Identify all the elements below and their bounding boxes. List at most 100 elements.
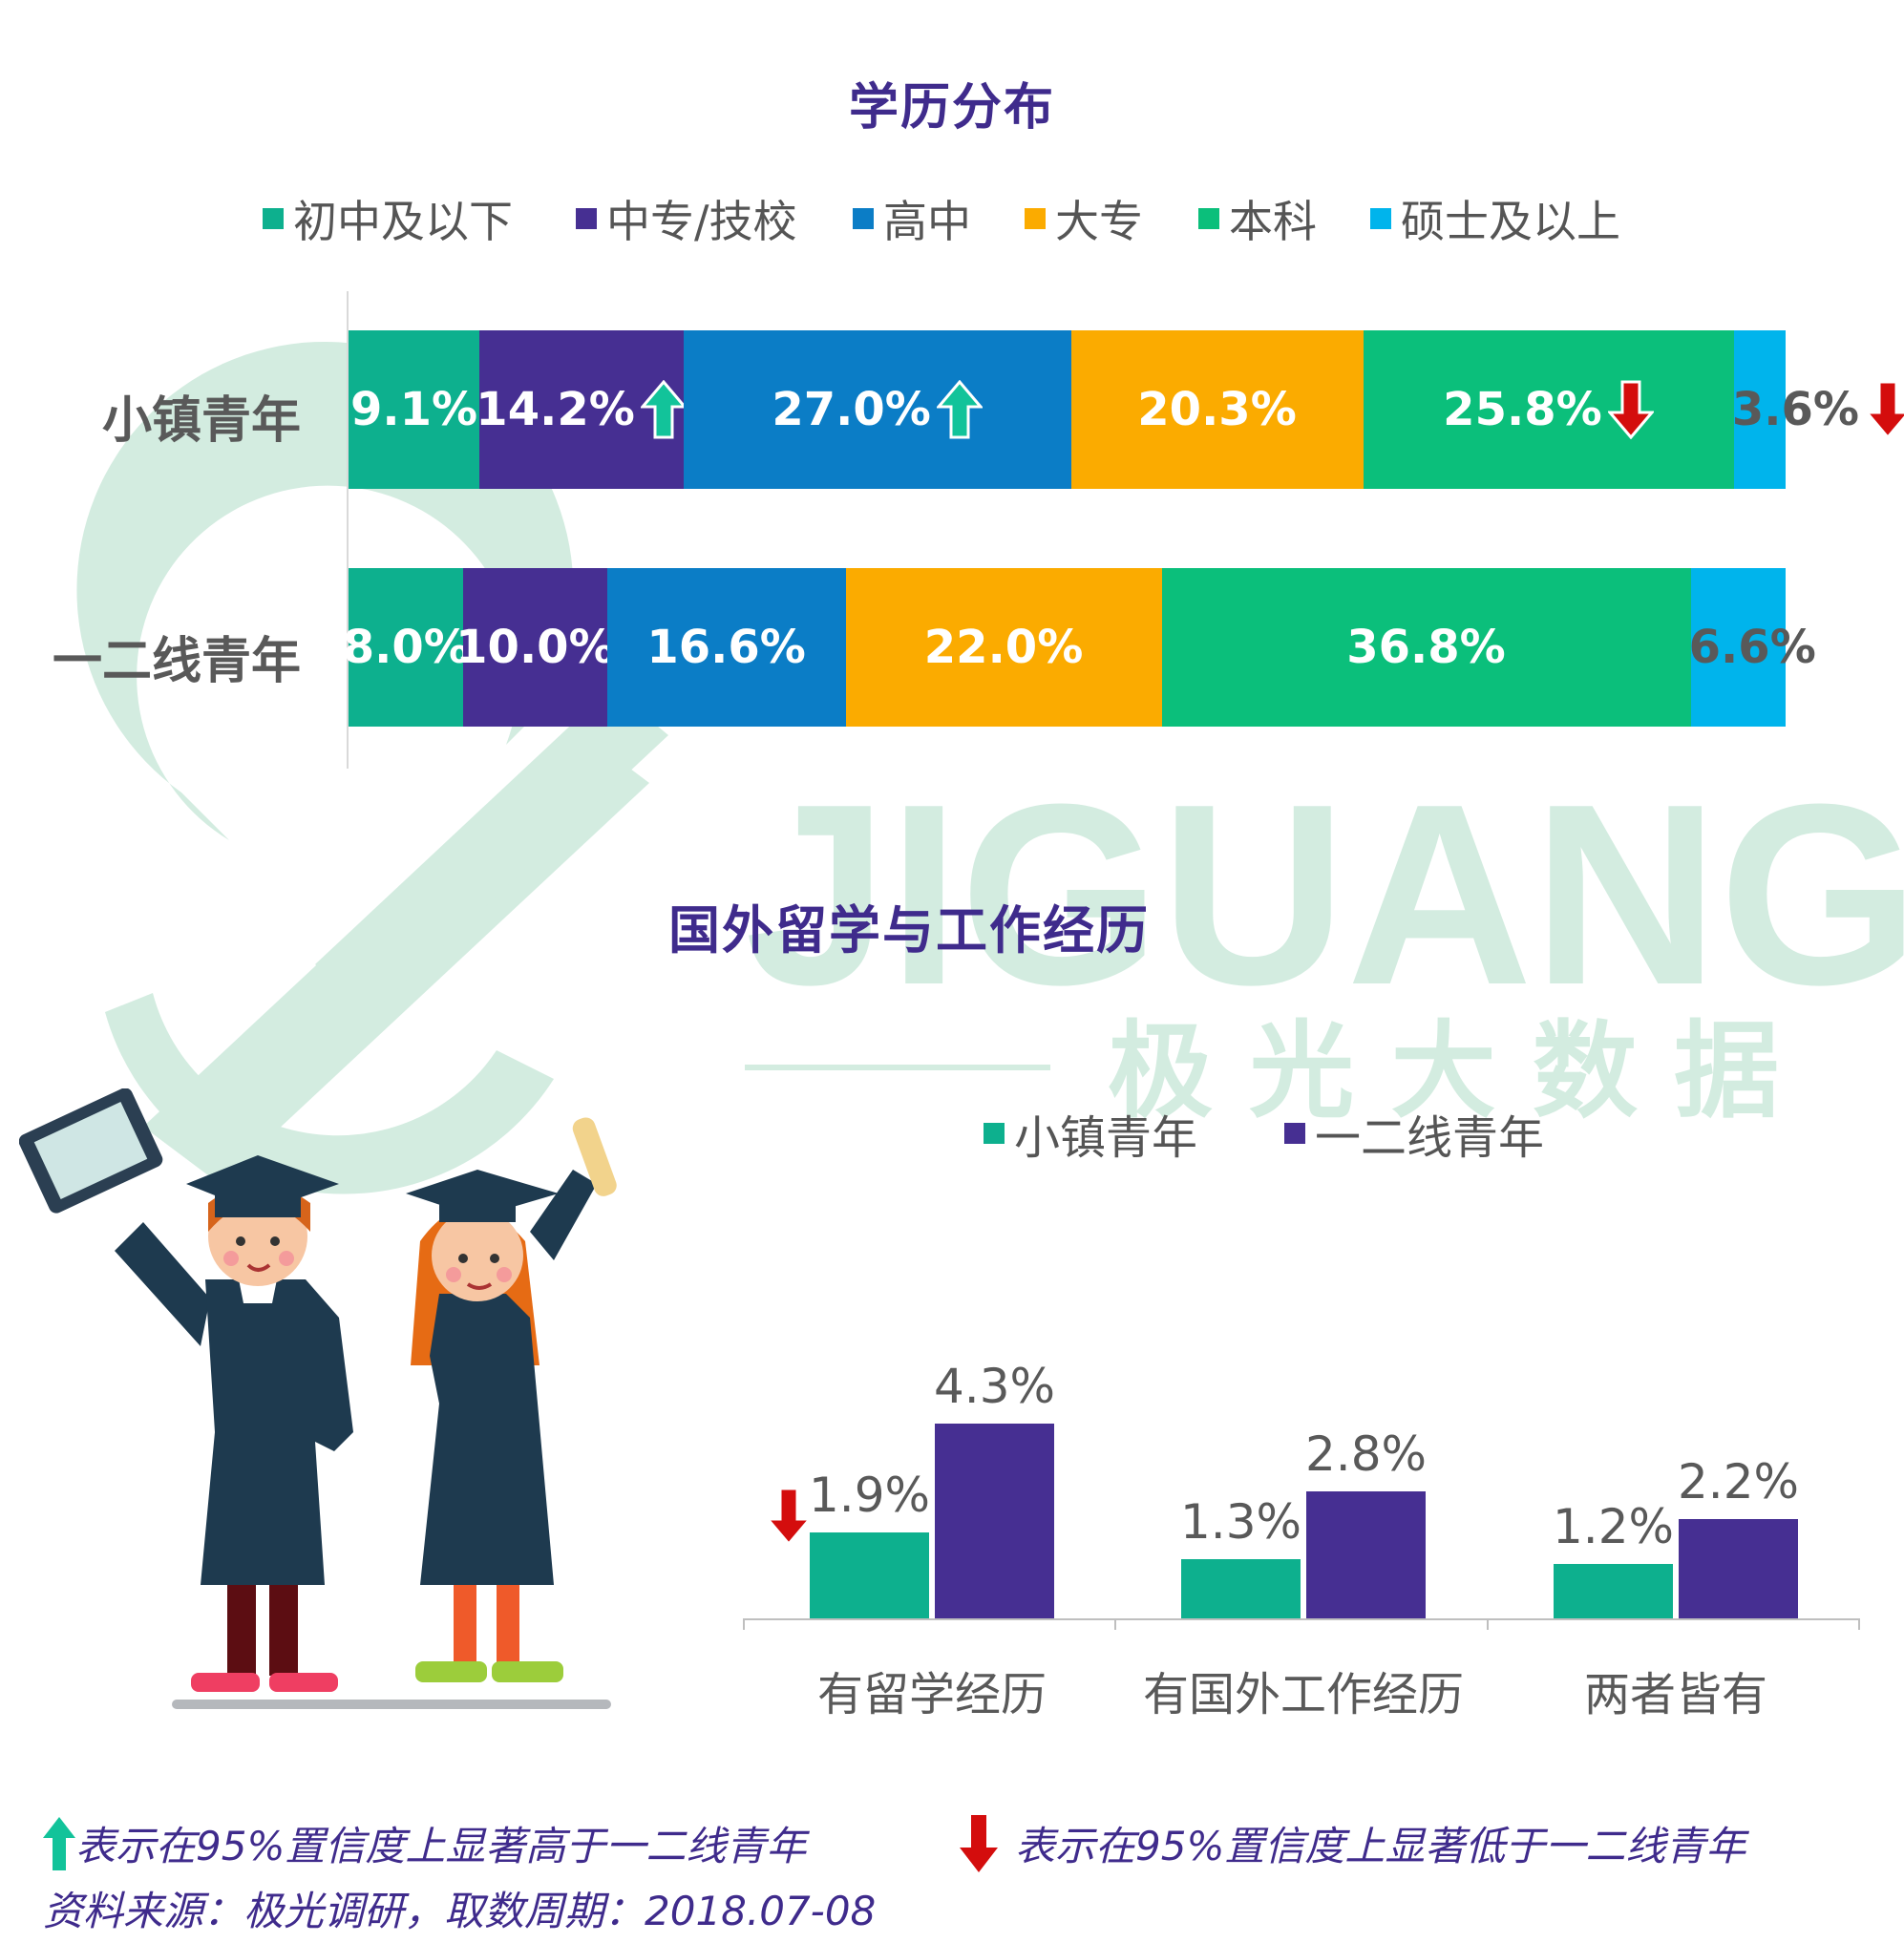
legend-label: 高中: [883, 196, 971, 247]
data-label-text: 6.6%: [1688, 621, 1816, 674]
girl-graduate-icon: [406, 1117, 617, 1682]
data-label-text: 20.3%: [1137, 383, 1297, 436]
bar-segment: [1733, 330, 1786, 489]
down-arrow-icon: [766, 1487, 812, 1546]
graduates-illustration: [19, 1088, 617, 1709]
data-label-text: 14.2%: [476, 383, 635, 436]
note-down: 表示在95%置信度上显著低于一二线青年: [960, 1814, 1745, 1872]
legend-label: 大专: [1055, 196, 1143, 247]
data-label: 20.3%: [1137, 383, 1297, 436]
bar-segment: [845, 568, 1162, 727]
up-arrow-icon: [936, 380, 983, 439]
axis-tick: [1487, 1618, 1489, 1630]
legend-swatch: [263, 208, 284, 229]
down-arrow-icon: [1607, 380, 1654, 439]
abroad-data-label: 1.9%: [808, 1467, 931, 1523]
legend-swatch: [1284, 1123, 1305, 1144]
row-label-city: 一二线青年: [52, 633, 301, 690]
bar-segment: [478, 330, 684, 489]
legend-swatch: [1025, 208, 1046, 229]
legend-swatch: [1370, 208, 1391, 229]
abroad-category-label: 有国外工作经历: [1142, 1668, 1464, 1721]
abroad-bar: [810, 1531, 929, 1618]
edu-legend-item: 大专: [1025, 187, 1143, 250]
bar-segment: [349, 330, 479, 489]
row-label-town: 小镇青年: [101, 392, 301, 450]
data-label-text: 36.8%: [1346, 621, 1506, 674]
legend-swatch: [1198, 208, 1219, 229]
education-title: 学历分布: [848, 79, 1055, 137]
education-axis-line: [347, 291, 349, 769]
edu-legend-item: 硕士及以上: [1370, 187, 1620, 250]
abroad-legend-item: 一二线青年: [1284, 1100, 1544, 1167]
bar-segment: [1363, 330, 1734, 489]
bar-segment: [606, 568, 846, 727]
abroad-category-label: 有留学经历: [816, 1668, 1047, 1721]
data-label-text: 27.0%: [772, 383, 931, 436]
data-label: 3.6%: [1732, 380, 1904, 439]
abroad-category-label: 两者皆有: [1583, 1668, 1767, 1721]
axis-tick: [743, 1618, 745, 1630]
abroad-data-label: 1.3%: [1179, 1494, 1302, 1551]
down-arrow-icon: [1864, 380, 1904, 439]
bar-segment: [349, 568, 464, 727]
data-label-text: 10.0%: [455, 621, 615, 674]
legend-swatch: [984, 1123, 1005, 1144]
note-down-text: 表示在95%置信度上显著低于一二线青年: [1015, 1823, 1746, 1869]
legend-swatch: [576, 208, 597, 229]
boy-graduate-icon: [19, 1088, 353, 1692]
data-label: 9.1%: [350, 383, 477, 436]
bar-segment: [683, 330, 1071, 489]
data-label: 16.6%: [646, 621, 806, 674]
abroad-bar: [1679, 1518, 1798, 1618]
watermark-brand: JIGUANG: [745, 751, 1904, 1039]
data-label: 27.0%: [772, 380, 983, 439]
watermark-cn: 极 光 大 数 据: [1108, 1010, 1779, 1132]
axis-tick: [1858, 1618, 1860, 1630]
data-label: 10.0%: [455, 621, 615, 674]
legend-label: 小镇青年: [1014, 1111, 1198, 1165]
edu-legend-item: 中专/技校: [576, 187, 797, 250]
abroad-bar: [1306, 1491, 1426, 1618]
abroad-bar: [1554, 1564, 1673, 1618]
note-up: 表示在95%置信度上显著高于一二线青年: [43, 1814, 806, 1872]
edu-legend-item: 本科: [1198, 187, 1317, 250]
data-label-text: 16.6%: [646, 621, 806, 674]
edu-legend-item: 高中: [853, 187, 971, 250]
abroad-data-label: 2.2%: [1677, 1453, 1800, 1510]
data-label: 25.8%: [1443, 380, 1654, 439]
legend-label: 初中及以下: [293, 196, 513, 247]
abroad-data-label: 4.3%: [933, 1358, 1056, 1414]
data-label-text: 9.1%: [349, 383, 478, 436]
up-arrow-icon: [640, 380, 687, 439]
axis-tick: [1114, 1618, 1116, 1630]
data-label-text: 25.8%: [1443, 383, 1602, 436]
abroad-legend-item: 小镇青年: [984, 1100, 1197, 1167]
data-label-text: 3.6%: [1731, 383, 1859, 436]
note-up-text: 表示在95%置信度上显著高于一二线青年: [75, 1823, 807, 1869]
legend-swatch: [853, 208, 874, 229]
legend-label: 硕士及以上: [1401, 196, 1620, 247]
abroad-data-label: 2.8%: [1304, 1426, 1428, 1482]
bar-segment: [1161, 568, 1691, 727]
abroad-title: 国外留学与工作经历: [668, 900, 1150, 961]
data-label: 36.8%: [1346, 621, 1506, 674]
legend-label: 一二线青年: [1315, 1111, 1545, 1165]
legend-label: 中专/技校: [606, 196, 797, 247]
data-label: 22.0%: [924, 621, 1084, 674]
data-label-text: 8.0%: [342, 621, 470, 674]
source-note: 资料来源：极光调研，取数周期：2018.07-08: [43, 1888, 877, 1934]
edu-legend-item: 初中及以下: [263, 187, 513, 250]
down-arrow-icon: [960, 1814, 998, 1872]
abroad-bar: [1181, 1559, 1301, 1618]
up-arrow-icon: [43, 1816, 75, 1870]
data-label: 8.0%: [343, 621, 470, 674]
data-label: 6.6%: [1689, 621, 1816, 674]
abroad-axis-line: [743, 1618, 1858, 1620]
data-label-text: 22.0%: [923, 621, 1084, 674]
bar-segment: [1071, 330, 1364, 489]
bar-segment: [463, 568, 607, 727]
abroad-bar: [935, 1423, 1054, 1618]
data-label: 14.2%: [476, 380, 687, 439]
